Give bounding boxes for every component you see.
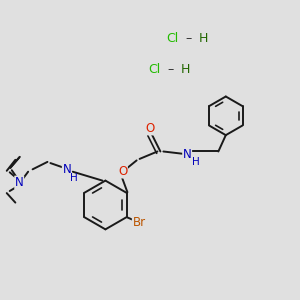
Text: O: O xyxy=(146,122,154,135)
Text: N: N xyxy=(15,176,24,189)
Text: –: – xyxy=(168,63,174,76)
Text: N: N xyxy=(183,148,191,161)
Text: Br: Br xyxy=(132,216,146,229)
Text: H: H xyxy=(199,32,208,45)
Text: H: H xyxy=(181,63,190,76)
Text: N: N xyxy=(62,163,71,176)
Text: O: O xyxy=(118,165,127,178)
Text: Cl: Cl xyxy=(148,63,160,76)
Text: Cl: Cl xyxy=(166,32,178,45)
Text: H: H xyxy=(70,172,78,183)
Text: –: – xyxy=(185,32,192,45)
Text: H: H xyxy=(192,157,199,167)
